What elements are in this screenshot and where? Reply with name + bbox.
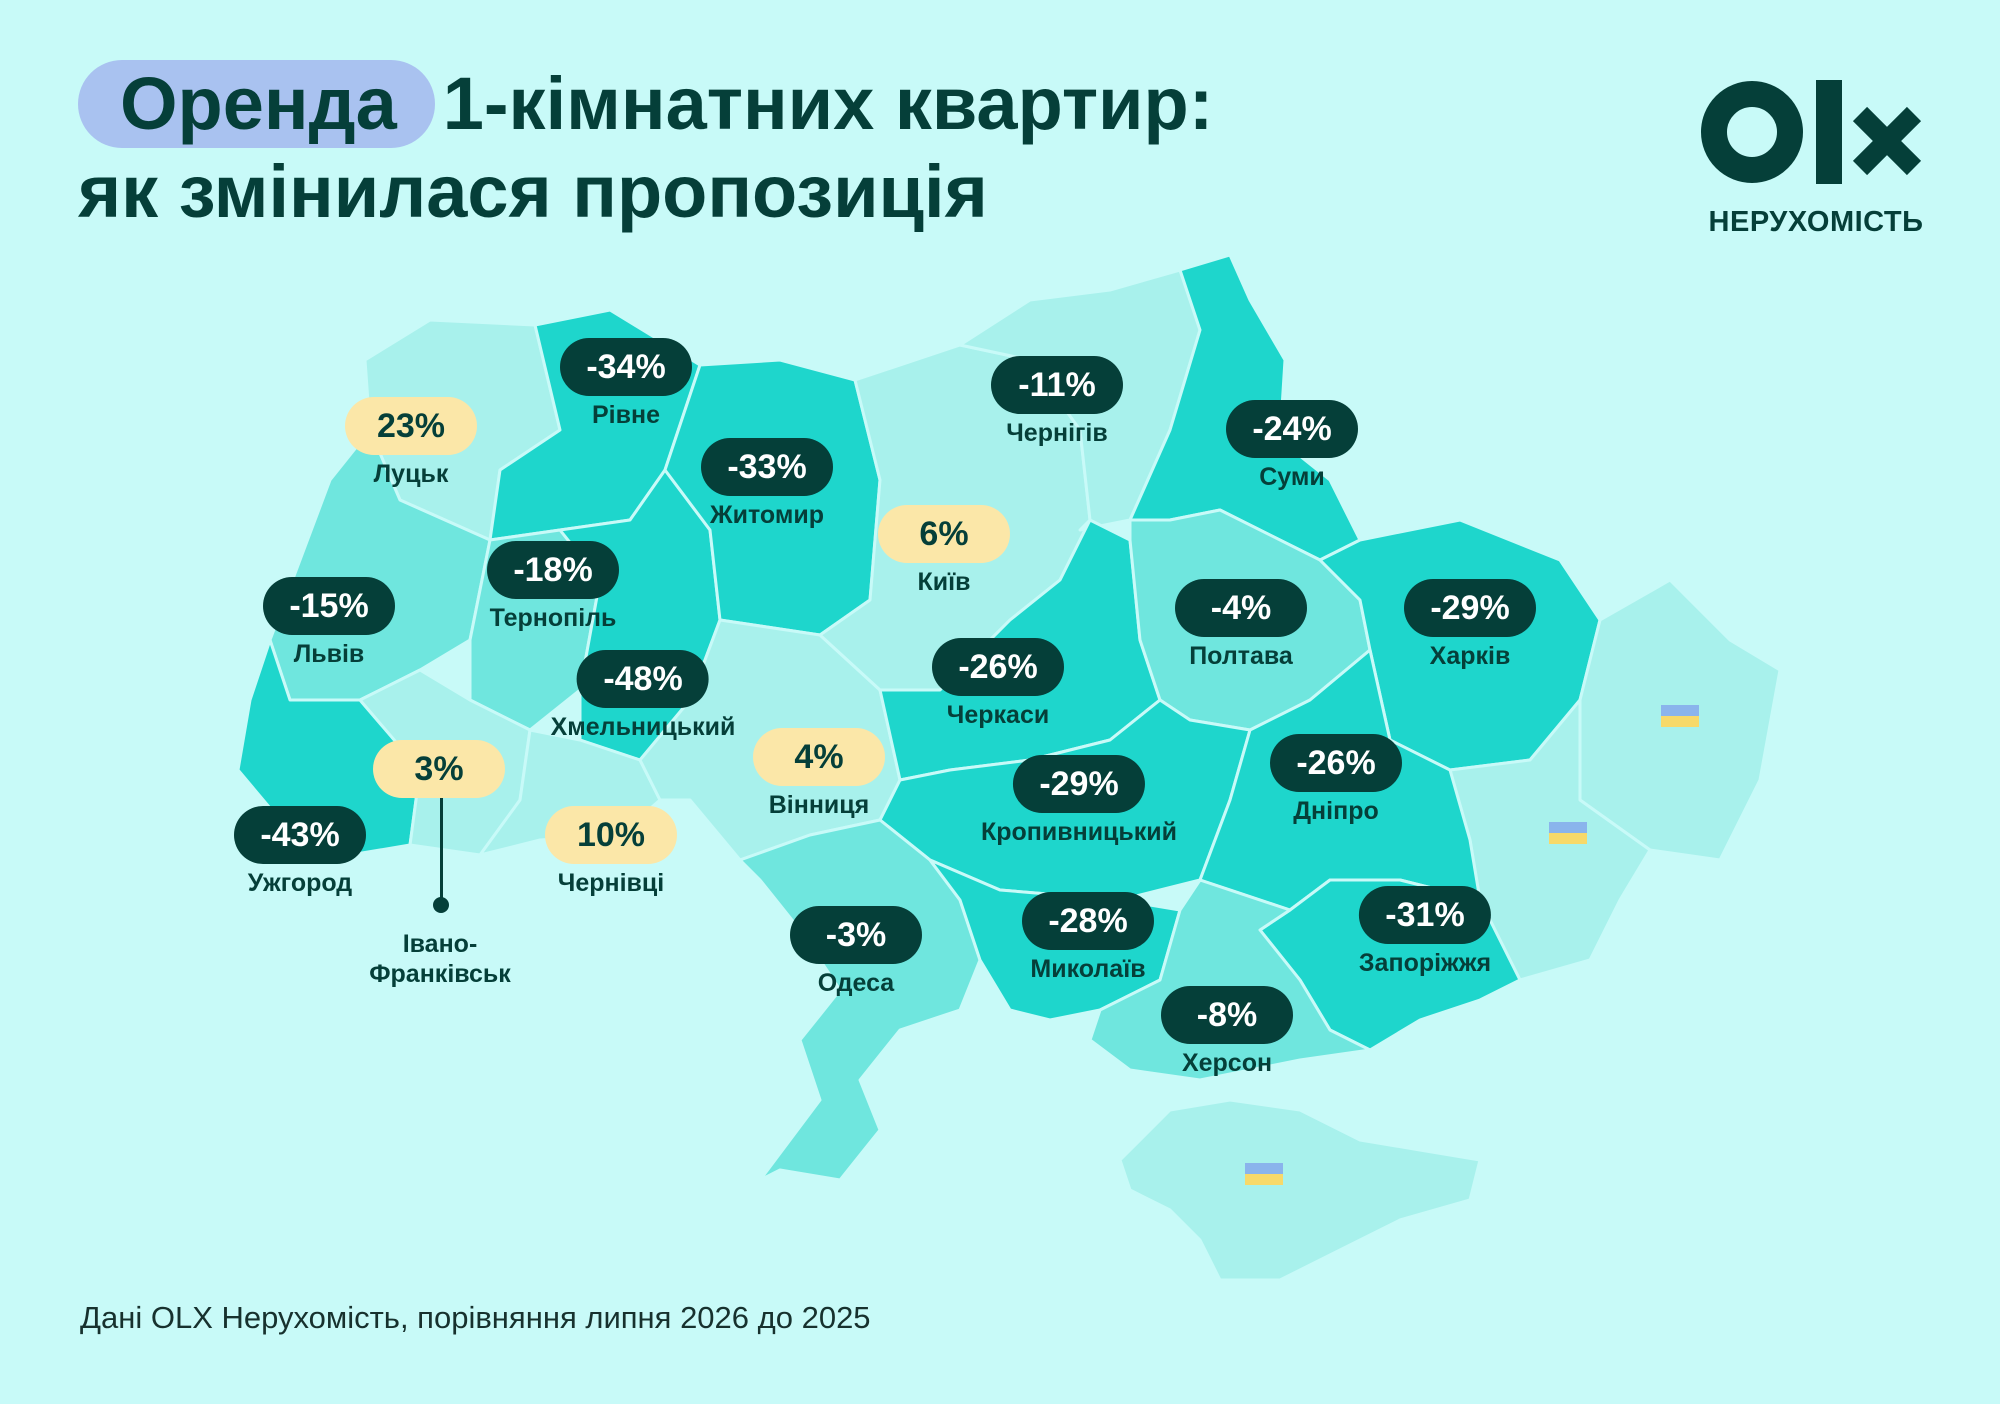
change-pill: -43% xyxy=(234,806,366,864)
marker-mykolaiv: -28% Миколаїв xyxy=(1022,892,1154,984)
marker-rivne: -34% Рівне xyxy=(560,338,692,430)
change-pill: -28% xyxy=(1022,892,1154,950)
change-pill: -29% xyxy=(1404,579,1536,637)
city-label: Луцьк xyxy=(373,460,449,488)
marker-zhytomyr: -33% Житомир xyxy=(701,438,833,530)
change-pill: -34% xyxy=(560,338,692,396)
change-pill: -48% xyxy=(577,650,709,708)
change-pill: 10% xyxy=(545,806,677,864)
change-pill: 3% xyxy=(373,740,505,798)
change-pill: -15% xyxy=(263,577,395,635)
city-label: Хмельницький xyxy=(550,713,736,741)
title-line-2: як змінилася пропозиція xyxy=(78,150,988,233)
change-pill: -26% xyxy=(1270,734,1402,792)
change-pill: -11% xyxy=(991,356,1123,414)
city-label: Суми xyxy=(1259,463,1325,491)
city-label: Вінниця xyxy=(768,791,870,819)
change-pill: -26% xyxy=(932,638,1064,696)
marker-kherson: -8% Херсон xyxy=(1161,986,1293,1078)
change-pill: -18% xyxy=(487,541,619,599)
ivano-frankivsk-pointer-dot xyxy=(433,897,449,913)
marker-zaporizhzhia: -31% Запоріжжя xyxy=(1359,886,1491,978)
page-title: Оренда 1-кімнатних квартир: як змінилася … xyxy=(78,60,1213,236)
flag-icon xyxy=(1549,822,1587,844)
change-pill: 23% xyxy=(345,397,477,455)
marker-poltava: -4% Полтава xyxy=(1175,579,1307,671)
change-pill: -24% xyxy=(1226,400,1358,458)
marker-cherkasy: -26% Черкаси xyxy=(932,638,1064,730)
ivano-frankivsk-pointer-line xyxy=(440,795,443,900)
title-line-1: Оренда 1-кімнатних квартир: xyxy=(78,60,1213,148)
marker-uzhhorod: -43% Ужгород xyxy=(234,806,366,898)
city-label: Харків xyxy=(1429,642,1511,670)
olx-logo: НЕРУХОМІСТЬ xyxy=(1700,70,1932,250)
region-zakarpattia xyxy=(236,638,422,857)
city-label: Чернівці xyxy=(557,869,665,897)
city-label: Ужгород xyxy=(247,869,353,897)
marker-chernihiv: -11% Чернігів xyxy=(991,356,1123,448)
marker-sumy: -24% Суми xyxy=(1226,400,1358,492)
city-label: Тернопіль xyxy=(489,604,617,632)
city-label: Дніпро xyxy=(1293,797,1379,825)
city-label: Запоріжжя xyxy=(1358,949,1492,977)
change-pill: -3% xyxy=(790,906,922,964)
marker-dnipro: -26% Дніпро xyxy=(1270,734,1402,826)
change-pill: -8% xyxy=(1161,986,1293,1044)
marker-lviv: -15% Львів xyxy=(263,577,395,669)
marker-khmelnytskyi: -48% Хмельницький xyxy=(550,650,736,742)
title-line-1-rest: 1-кімнатних квартир: xyxy=(442,62,1214,145)
city-label: Херсон xyxy=(1181,1049,1273,1077)
olx-logo-mark xyxy=(1701,80,1922,184)
marker-odesa: -3% Одеса xyxy=(790,906,922,998)
marker-lutsk: 23% Луцьк xyxy=(345,397,477,489)
change-pill: -4% xyxy=(1175,579,1307,637)
city-label: Миколаїв xyxy=(1030,955,1146,983)
ivano-frankivsk-label: Івано- Франківськ xyxy=(369,925,511,989)
city-label: Черкаси xyxy=(946,701,1050,729)
marker-ivano-frankivsk: 3% xyxy=(373,740,505,798)
city-label: Житомир xyxy=(710,501,824,529)
change-pill: 4% xyxy=(753,728,885,786)
logo-subtitle: НЕРУХОМІСТЬ xyxy=(1708,206,1924,238)
region-crimea xyxy=(1118,1098,1482,1282)
city-label: Рівне xyxy=(592,401,660,429)
city-label: Чернігів xyxy=(1006,419,1108,447)
city-label: Львів xyxy=(293,640,365,668)
marker-kharkiv: -29% Харків xyxy=(1404,579,1536,671)
city-label: Київ xyxy=(917,568,971,596)
city-label: Кропивницький xyxy=(980,818,1178,846)
region-kherson xyxy=(1088,878,1372,1082)
change-pill: 6% xyxy=(878,505,1010,563)
marker-vinnytsia: 4% Вінниця xyxy=(753,728,885,820)
city-label: Одеса xyxy=(817,969,895,997)
flag-icon xyxy=(1661,705,1699,727)
source-note: Дані OLX Нерухомість, порівняння липня 2… xyxy=(80,1300,871,1335)
marker-chernivtsi: 10% Чернівці xyxy=(545,806,677,898)
change-pill: -31% xyxy=(1358,886,1491,944)
flag-icon xyxy=(1245,1163,1283,1185)
title-highlight: Оренда xyxy=(78,60,435,148)
marker-kyiv: 6% Київ xyxy=(878,505,1010,597)
change-pill: -33% xyxy=(701,438,833,496)
city-label-line-2: Франківськ xyxy=(369,960,511,988)
marker-kropyvnytskyi: -29% Кропивницький xyxy=(981,755,1177,847)
city-label-line-1: Івано- xyxy=(402,930,478,958)
city-label: Полтава xyxy=(1189,642,1293,670)
change-pill: -29% xyxy=(1013,755,1145,813)
marker-ternopil: -18% Тернопіль xyxy=(487,541,619,633)
